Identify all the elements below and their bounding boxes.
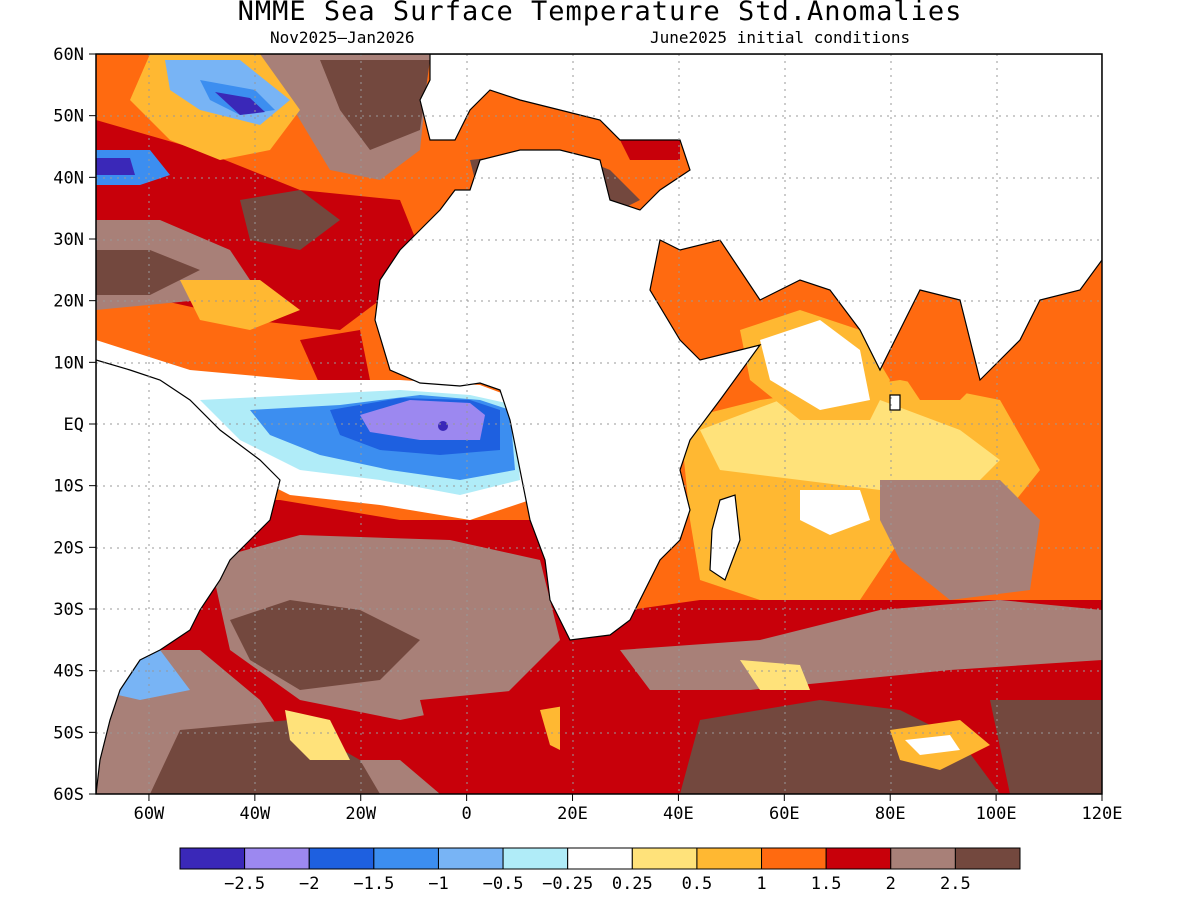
lon-tick-label: 20E bbox=[557, 804, 588, 824]
colorbar-label: 0.5 bbox=[682, 874, 713, 894]
forecast-period: Nov2025–Jan2026 bbox=[270, 28, 415, 47]
colorbar-swatch bbox=[502, 847, 569, 870]
lat-tick-label: 60N bbox=[53, 45, 84, 65]
colorbar-swatch bbox=[825, 847, 892, 870]
colorbar-swatch bbox=[244, 847, 310, 870]
sri-lanka bbox=[889, 394, 901, 411]
colorbar-label: −1 bbox=[428, 874, 448, 894]
lon-tick-label: 80E bbox=[875, 804, 906, 824]
lat-tick-label: 40N bbox=[53, 168, 84, 188]
colorbar-label: 1 bbox=[756, 874, 766, 894]
initial-conditions: June2025 initial conditions bbox=[650, 28, 911, 47]
axes: 60N 50N 40N 30N 20N 10N EQ 10S 20S 30S 40S 50S 60S 60… bbox=[53, 45, 1122, 824]
lon-tick-label: 60W bbox=[134, 804, 165, 824]
colorbar-swatch bbox=[567, 847, 633, 870]
colorbar-label: −0.5 bbox=[483, 874, 524, 894]
colorbar-swatch bbox=[631, 847, 698, 870]
colorbar-swatch bbox=[179, 847, 246, 870]
colorbar-swatch bbox=[696, 847, 763, 870]
colorbar-label: 0.25 bbox=[612, 874, 653, 894]
colorbar-label: −2.5 bbox=[224, 874, 265, 894]
lon-tick-label: 100E bbox=[976, 804, 1017, 824]
south-america bbox=[96, 359, 281, 794]
colorbar-label: −2 bbox=[299, 874, 319, 894]
lat-tick-label: 10N bbox=[53, 353, 84, 373]
lon-tick-label: 0 bbox=[462, 804, 472, 824]
colorbar-swatch bbox=[761, 847, 827, 870]
lon-tick-label: 40W bbox=[239, 804, 270, 824]
lat-tick-label: EQ bbox=[64, 415, 84, 435]
land bbox=[96, 54, 1102, 794]
lat-tick-label: 50N bbox=[53, 107, 84, 127]
lat-tick-label: 60S bbox=[53, 785, 84, 805]
lat-tick-label: 50S bbox=[53, 723, 84, 743]
graticule bbox=[96, 54, 1102, 794]
colorbar-swatch bbox=[308, 847, 375, 870]
lon-tick-label: 60E bbox=[769, 804, 800, 824]
lon-tick-label: 40E bbox=[663, 804, 694, 824]
colorbar-label: 2 bbox=[886, 874, 896, 894]
colorbar-label: 2.5 bbox=[940, 874, 971, 894]
colorbar-label: −0.25 bbox=[542, 874, 593, 894]
lat-tick-label: 30S bbox=[53, 600, 84, 620]
lon-tick-label: 120E bbox=[1082, 804, 1123, 824]
map-title: NMME Sea Surface Temperature Std.Anomali… bbox=[237, 0, 963, 27]
colorbar-swatch bbox=[890, 847, 956, 870]
africa-europe-asia-landmass bbox=[374, 54, 1102, 641]
lat-tick-label: 40S bbox=[53, 662, 84, 682]
colorbar-swatch bbox=[373, 847, 439, 870]
lat-tick-label: 20N bbox=[53, 292, 84, 312]
madagascar bbox=[709, 494, 741, 581]
colorbar-swatch bbox=[437, 847, 504, 870]
lat-tick-label: 30N bbox=[53, 230, 84, 250]
colorbar-label: 1.5 bbox=[811, 874, 842, 894]
lat-tick-label: 10S bbox=[53, 477, 84, 497]
colorbar-label: −1.5 bbox=[353, 874, 394, 894]
lon-tick-label: 20W bbox=[345, 804, 376, 824]
colorbar: −2.5 −2 −1.5 −1 −0.5 −0.25 0.25 0.5 1 1.5 2 2.5 bbox=[179, 847, 1021, 894]
lat-tick-label: 20S bbox=[53, 538, 84, 558]
colorbar-swatch bbox=[954, 847, 1021, 870]
